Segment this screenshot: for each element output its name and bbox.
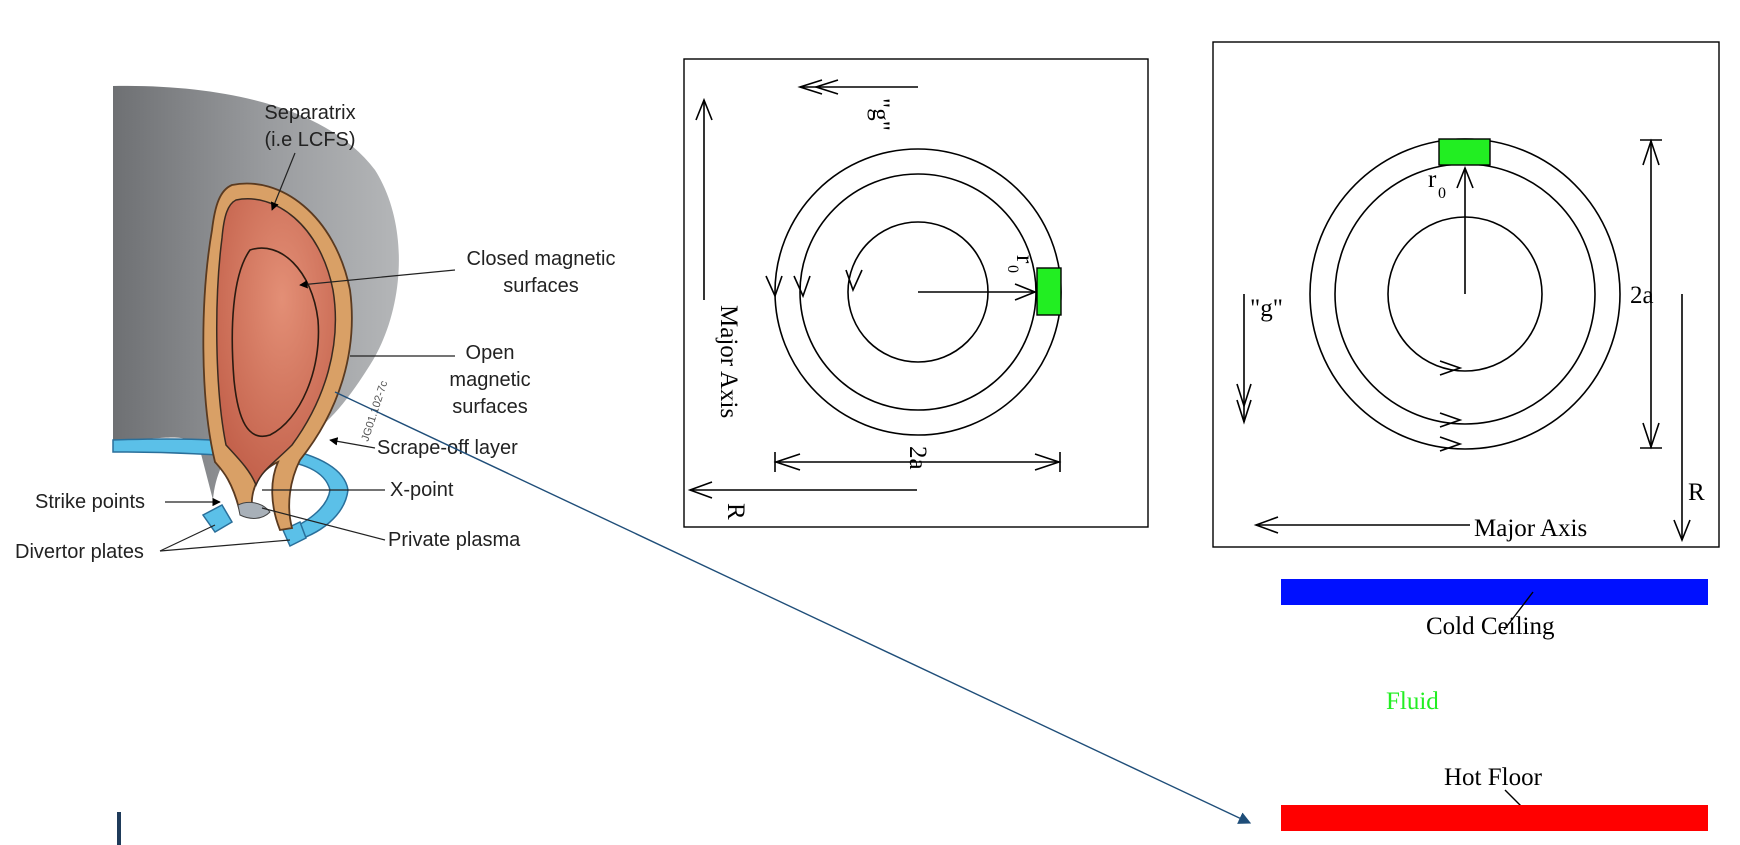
r0-arrowhead-2 [1456,165,1474,189]
label-x-point: X-point [390,479,454,501]
label-scrape-off: Scrape-off layer [377,437,518,459]
dim-2a-head-top [1642,138,1660,166]
probe-green-1 [1036,267,1062,316]
schem1-major-axis-label: Major Axis [715,305,742,418]
hot-floor-label: Hot Floor [1444,764,1543,791]
fluid-label: Fluid [1386,688,1439,715]
label-open-3: surfaces [452,396,528,418]
convection-panel: Cold Ceiling Fluid Hot Floor [1281,579,1708,831]
label-closed-2: surfaces [503,275,579,297]
label-separatrix: Separatrix [264,102,355,124]
g-arrow-head-3 [1236,399,1252,425]
hot-floor-bar [1281,805,1708,831]
leader-lines [159,152,456,552]
flow-arrow-3 [845,269,863,293]
label-open-1: Open [466,342,515,364]
flow-arrow-4 [1439,360,1463,376]
major-axis-head-2 [1253,516,1279,534]
separatrix-region [216,198,337,488]
flow-arrow-1 [765,275,783,299]
schem2-g-label: "g" [1250,295,1283,322]
label-closed-1: Closed magnetic [467,248,616,270]
R-arrow-head [687,481,713,499]
label-divertor-plates: Divertor plates [15,541,144,563]
dim-2a-head-left [773,453,801,471]
probe-green-2 [1438,138,1491,166]
slide-accent-bar [117,812,121,845]
schem2-r0-sub: 0 [1438,185,1446,202]
dim-2a-head-bottom [1642,422,1660,450]
flow-arrow-5 [1439,412,1463,428]
R-arrow-head-2 [1673,519,1691,543]
cold-ceiling-leader [1503,591,1534,631]
schem1-2a-label: 2a [904,446,931,470]
r0-arrowhead [1014,283,1038,301]
divertor-plate-left [201,504,234,533]
schem1-R-label: R [722,503,749,520]
label-open-2: magnetic [449,369,530,391]
dim-2a-head-right [1034,453,1062,471]
label-strike-points: Strike points [35,491,145,513]
label-lcfs: (i.e LCFS) [264,129,355,151]
schem1-r0-label: r [1011,255,1038,264]
schem2-2a-label: 2a [1630,282,1654,309]
schematic-2-frame [1212,41,1720,548]
flow-arrow-2 [793,275,811,299]
schem1-r0-sub: 0 [1004,265,1021,273]
schem2-major-axis-label: Major Axis [1474,515,1587,542]
schem2-R-label: R [1688,479,1705,506]
closed-surface [231,247,320,438]
cold-ceiling-label: Cold Ceiling [1426,613,1555,640]
schem1-g-label: "g" [867,98,894,131]
g-arrow-head-1 [797,79,823,95]
cold-ceiling-bar [1281,579,1708,605]
schematic-1-frame [683,58,1149,528]
g-arrow-head-4 [1236,383,1252,409]
label-private-plasma: Private plasma [388,529,521,551]
private-plasma-region [237,501,271,519]
major-axis-head [695,97,713,121]
connector-arrow [334,391,1252,824]
flow-arrow-6 [1439,436,1463,452]
tokamak-illustration: Separatrix (i.e LCFS) Closed magnetic su… [15,85,616,845]
schem2-r0-label: r [1428,166,1437,193]
g-arrow-head-2 [813,79,839,95]
